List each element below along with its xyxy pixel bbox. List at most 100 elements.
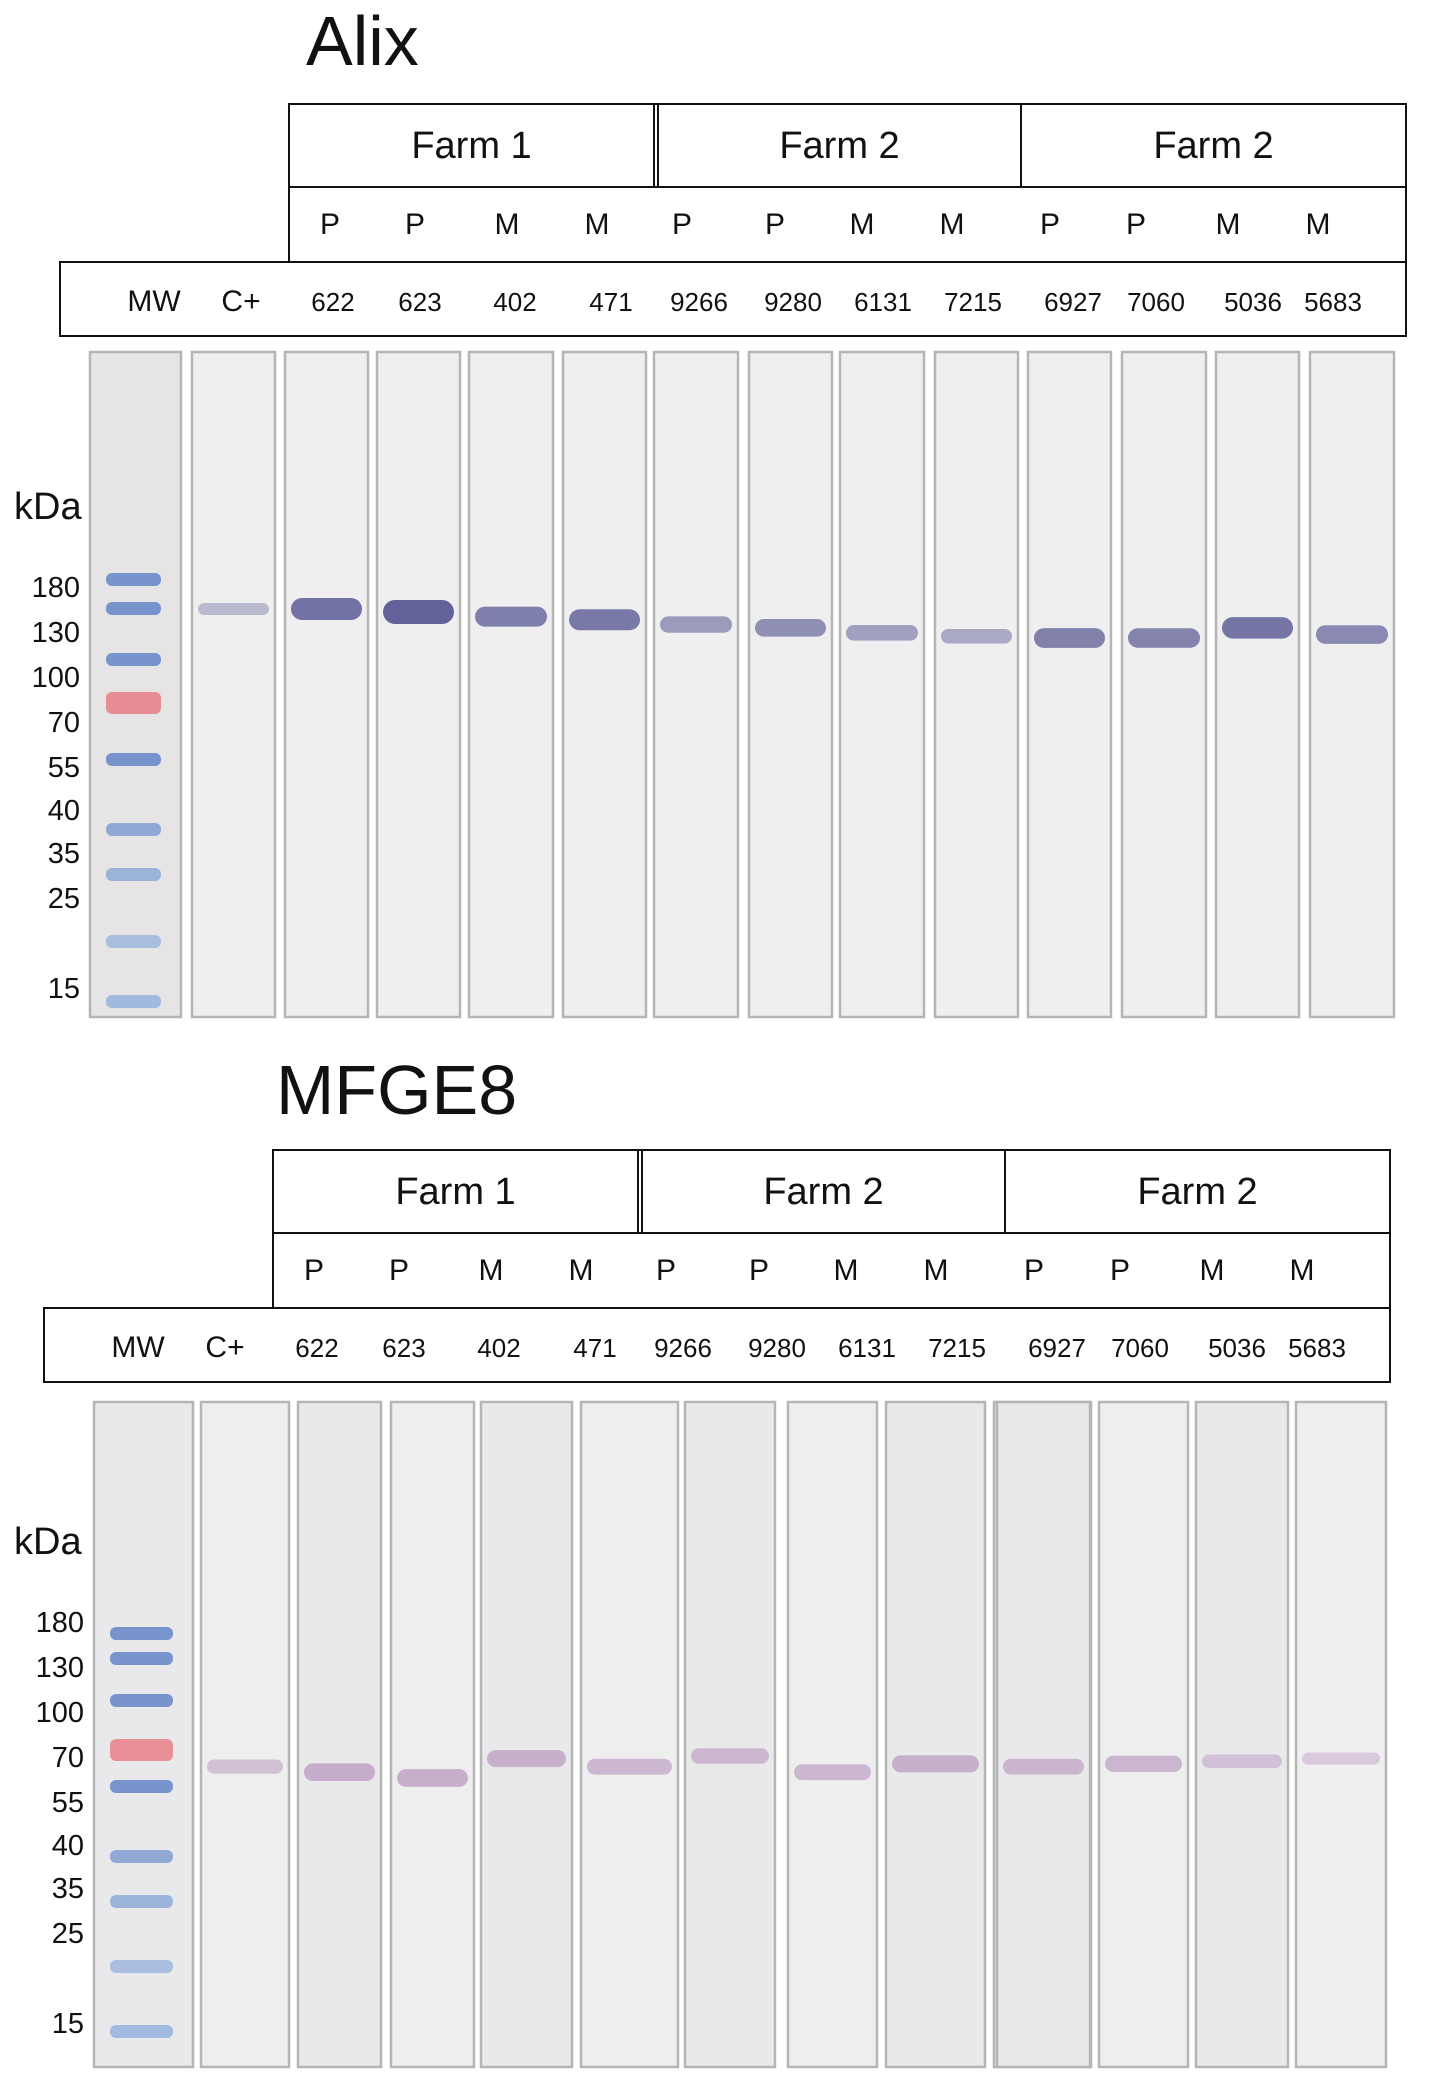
lane-label: 402 [477, 1333, 521, 1363]
mw-marker-label: 25 [51, 1918, 84, 1950]
protein-band [587, 1758, 672, 1775]
marker-band [106, 602, 161, 615]
protein-band [755, 618, 826, 637]
marker-band [106, 868, 161, 881]
membrane-strip [1214, 350, 1301, 1019]
membrane-strip [283, 350, 370, 1019]
lane-label: MW [127, 285, 181, 318]
marker-band [106, 753, 161, 766]
lane-label: 5036 [1224, 287, 1282, 317]
lane-label: 623 [398, 287, 442, 317]
marker-band [110, 1627, 173, 1640]
membrane-strip [747, 350, 834, 1019]
membrane-strip [389, 1400, 476, 2069]
marker-band [110, 1739, 173, 1761]
alix-panel: Alix Farm 1 Farm 2 Farm 2 P P M M P P M … [0, 0, 1430, 1040]
sample-type-row: P P M M P P M M P P M M [288, 186, 1407, 264]
mw-marker-label: 35 [47, 838, 80, 870]
mw-marker-label: 15 [51, 2008, 84, 2040]
lane-label: 5683 [1288, 1333, 1346, 1363]
protein-band [941, 629, 1012, 644]
kda-axis-label: kDa [14, 1521, 82, 1563]
protein-band [291, 598, 362, 620]
sample-type: P [1125, 208, 1147, 241]
sample-type: M [939, 208, 965, 241]
sample-type: P [303, 1254, 325, 1287]
farm-label: Farm 2 [1004, 1151, 1389, 1233]
mw-marker-label: 70 [47, 707, 80, 739]
marker-band [106, 573, 161, 586]
protein-band [1003, 1758, 1084, 1775]
sample-type: P [388, 1254, 410, 1287]
sample-type: P [764, 208, 786, 241]
membrane-strip [561, 350, 648, 1019]
lane-label: 7215 [928, 1333, 986, 1363]
membrane-strip [190, 350, 277, 1019]
protein-band [397, 1769, 468, 1787]
marker-band [110, 1850, 173, 1863]
membrane-strip [467, 350, 555, 1019]
blot-lane [467, 350, 555, 1019]
lane-label: C+ [205, 1331, 245, 1364]
sample-type: M [478, 1254, 504, 1287]
protein-band [1034, 628, 1105, 648]
protein-band [1128, 628, 1200, 648]
membrane-strip [995, 1400, 1092, 2069]
protein-band [569, 609, 640, 631]
sample-type: M [849, 208, 875, 241]
lane-label-row: MW C+ 622 623 402 471 9266 9280 6131 721… [43, 1307, 1391, 1383]
sample-type: M [584, 208, 610, 241]
sample-type: P [748, 1254, 770, 1287]
mw-marker-label: 35 [51, 1873, 84, 1905]
marker-band [110, 1694, 173, 1707]
lane-label: 6131 [838, 1333, 896, 1363]
blot-lane [1120, 350, 1208, 1019]
membrane-strip [1194, 1400, 1290, 2069]
membrane-strip [884, 1400, 987, 2069]
mw-marker-label: 100 [35, 1697, 84, 1729]
mw-marker-label: 180 [35, 1607, 84, 1639]
lane-label: 7060 [1111, 1333, 1169, 1363]
lane-label: 471 [589, 287, 633, 317]
blot-lane [995, 1400, 1092, 2069]
sample-type: M [494, 208, 520, 241]
blot-lane [1026, 350, 1113, 1019]
lane-label: C+ [221, 285, 261, 318]
mw-marker-label: 40 [47, 795, 80, 827]
mfge8-panel: MFGE8 Farm 1 Farm 2 Farm 2 P P M M P P M… [0, 1055, 1430, 2095]
marker-band [110, 2025, 173, 2038]
protein-band [660, 616, 732, 633]
marker-band [106, 935, 161, 948]
sample-type: P [1023, 1254, 1045, 1287]
blot-lane [389, 1400, 476, 2069]
sample-type: M [568, 1254, 594, 1287]
lane-label-row: MW C+ 622 623 402 471 9266 9280 6131 721… [59, 261, 1407, 337]
protein-band [475, 606, 547, 627]
lane-label: 471 [573, 1333, 617, 1363]
sample-type: P [655, 1254, 677, 1287]
kda-axis-label: kDa [14, 486, 82, 528]
lane-label: 6131 [854, 287, 912, 317]
lane-label: 5683 [1304, 287, 1362, 317]
mw-marker-label: 55 [47, 752, 80, 784]
mw-marker-label: 40 [51, 1830, 84, 1862]
marker-band [106, 823, 161, 836]
sample-type: M [833, 1254, 859, 1287]
blot-lane [199, 1400, 291, 2069]
farm-label: Farm 1 [395, 1170, 516, 1213]
marker-band [106, 692, 161, 714]
blot-lane [838, 350, 926, 1019]
protein-band [383, 600, 454, 625]
blot-lane [92, 1400, 195, 2069]
blot-lane [88, 350, 183, 1019]
farm-header: Farm 1 Farm 2 Farm 2 [288, 103, 1407, 189]
membrane-strip [1120, 350, 1208, 1019]
protein-band [846, 625, 918, 641]
sample-type-row: P P M M P P M M P P M M [272, 1232, 1391, 1310]
sample-type: P [319, 208, 341, 241]
lane-label: 7215 [944, 287, 1002, 317]
farm-label: Farm 2 [637, 1151, 1004, 1233]
blot-lane [786, 1400, 879, 2069]
sample-type: P [1109, 1254, 1131, 1287]
blot-lane [296, 1400, 383, 2069]
